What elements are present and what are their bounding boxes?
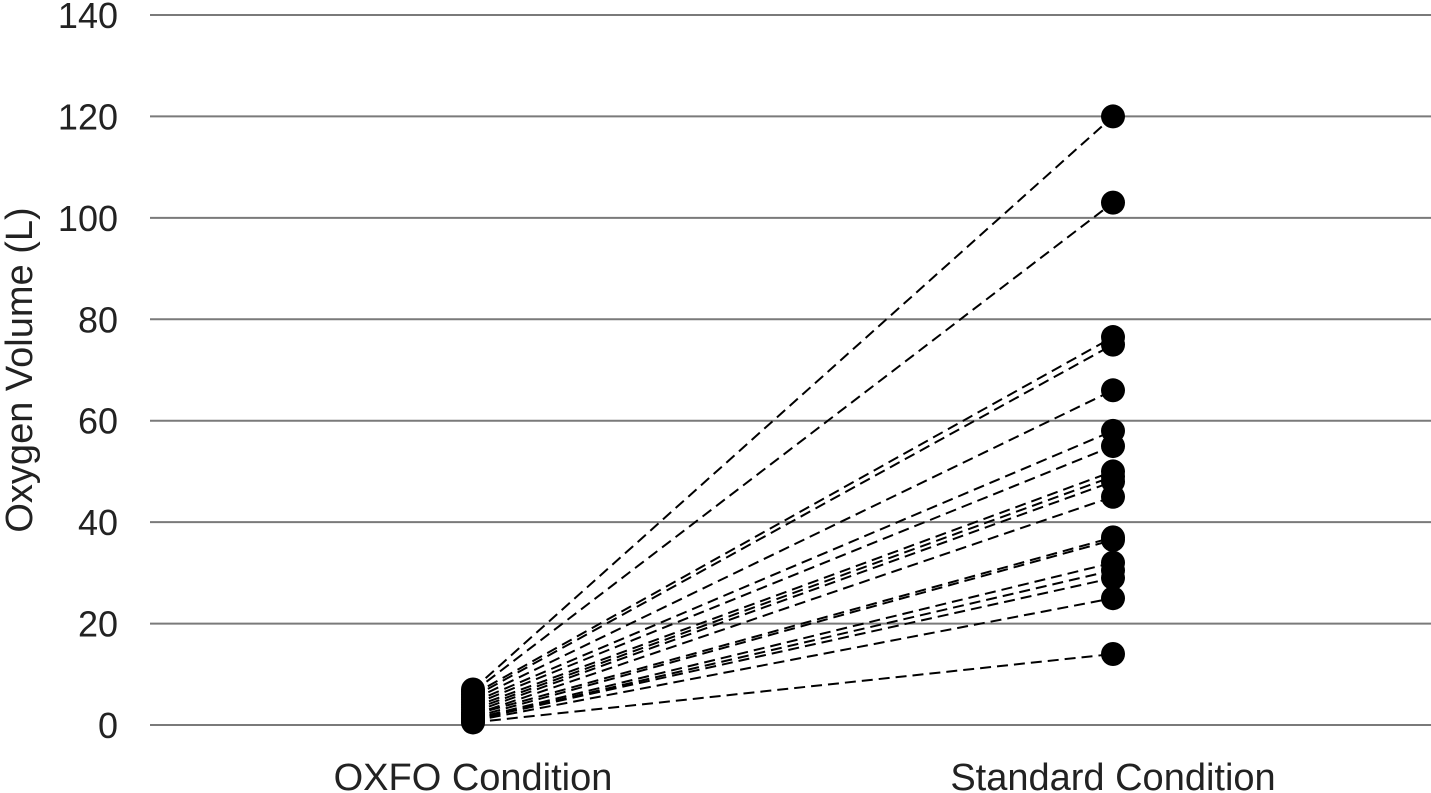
point-oxfo bbox=[461, 710, 485, 735]
pair-line bbox=[472, 480, 1114, 714]
pair-line bbox=[472, 597, 1114, 722]
y-tick-label: 40 bbox=[78, 502, 118, 543]
point-standard bbox=[1101, 586, 1125, 611]
x-axis-ticks: OXFO Condition Standard Condition bbox=[334, 757, 1276, 793]
point-standard bbox=[1101, 378, 1125, 403]
point-standard bbox=[1101, 484, 1125, 509]
y-tick-label: 60 bbox=[78, 401, 118, 442]
point-standard bbox=[1101, 565, 1125, 590]
pair-line bbox=[472, 561, 1114, 720]
y-tick-label: 80 bbox=[78, 299, 118, 340]
gridlines bbox=[150, 14, 1431, 726]
point-standard bbox=[1101, 104, 1125, 129]
pair-line bbox=[472, 470, 1114, 709]
pair-line bbox=[472, 389, 1114, 701]
pair-line bbox=[472, 495, 1114, 716]
pair-line bbox=[472, 538, 1114, 719]
x-tick-label: Standard Condition bbox=[950, 757, 1275, 793]
point-standard bbox=[1101, 527, 1125, 552]
point-standard bbox=[1101, 190, 1125, 215]
pair-line bbox=[472, 576, 1114, 721]
y-tick-label: 100 bbox=[58, 198, 118, 239]
pair-line bbox=[472, 201, 1114, 693]
y-tick-label: 20 bbox=[78, 604, 118, 645]
y-tick-label: 120 bbox=[58, 96, 118, 137]
pair-line bbox=[472, 569, 1114, 721]
y-tick-label: 0 bbox=[98, 705, 118, 746]
pair-line bbox=[472, 653, 1114, 724]
y-axis-ticks: 0 20 40 60 80 100 120 140 bbox=[58, 0, 118, 746]
pair-line bbox=[472, 115, 1114, 691]
pair-line bbox=[472, 343, 1114, 698]
point-standard bbox=[1101, 434, 1125, 459]
x-tick-label: OXFO Condition bbox=[334, 757, 613, 793]
point-standard bbox=[1101, 642, 1125, 666]
paired-lines bbox=[472, 115, 1114, 724]
pair-line bbox=[472, 336, 1114, 696]
point-standard bbox=[1101, 332, 1125, 357]
pair-line bbox=[472, 475, 1114, 711]
y-axis-label: Oxygen Volume (L) bbox=[0, 207, 41, 532]
pair-line bbox=[472, 429, 1114, 704]
pair-line bbox=[472, 445, 1114, 706]
y-tick-label: 140 bbox=[58, 0, 118, 36]
data-points bbox=[461, 104, 1125, 735]
pair-line bbox=[472, 536, 1114, 716]
